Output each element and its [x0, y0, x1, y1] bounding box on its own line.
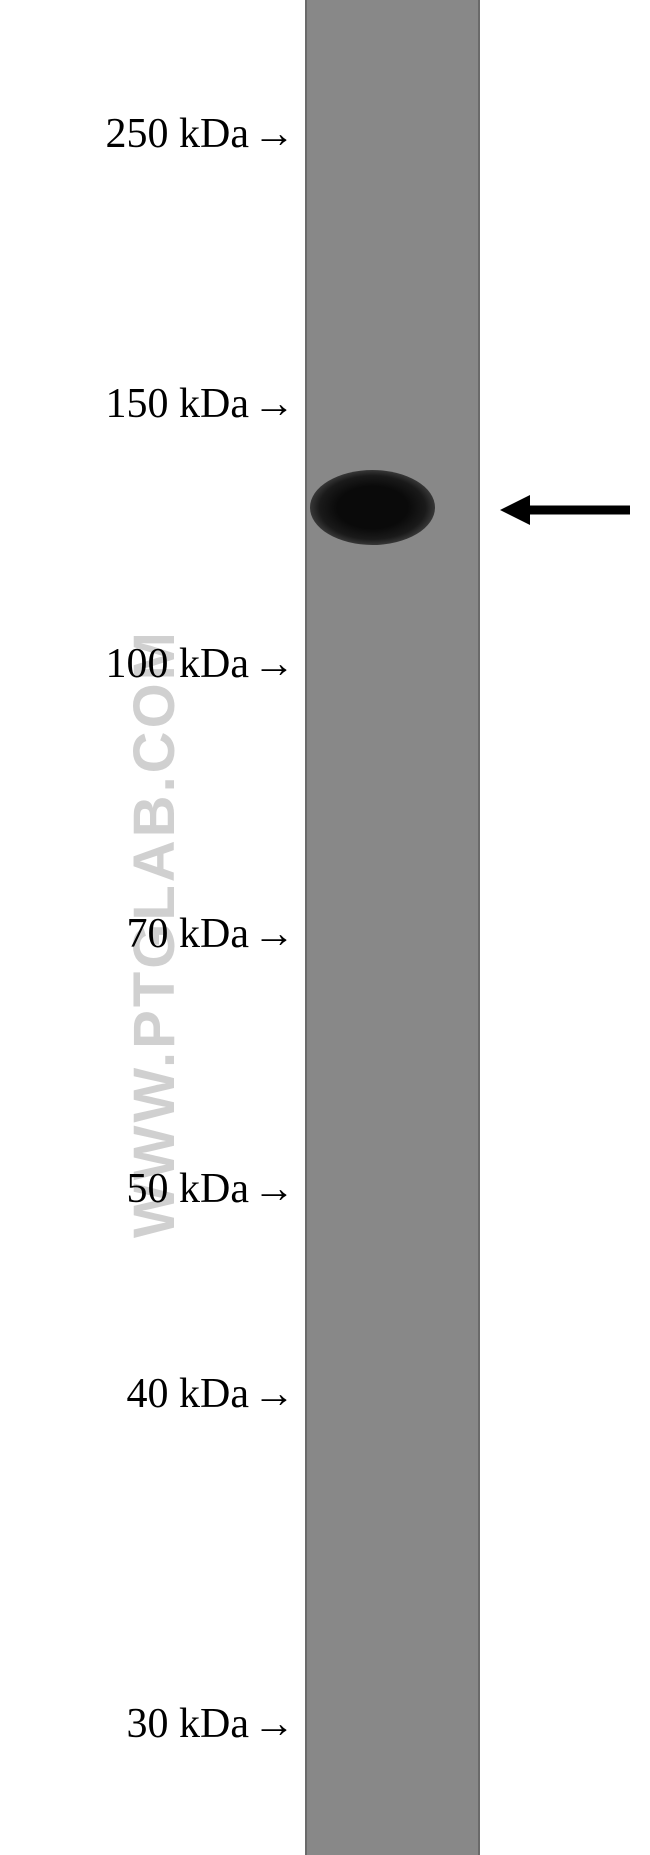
- protein-band: [310, 470, 435, 545]
- marker-arrow-icon: →: [253, 1370, 295, 1418]
- marker-150: 150 kDa→: [106, 380, 295, 428]
- marker-50: 50 kDa→: [127, 1165, 295, 1213]
- marker-label-text: 30 kDa: [127, 1701, 249, 1747]
- marker-arrow-icon: →: [253, 1165, 295, 1213]
- blot-container: WWW.PTGLAB.COM 250 kDa→ 150 kDa→ 100 kDa…: [0, 0, 650, 1855]
- lane-border-right: [478, 0, 480, 1855]
- marker-250: 250 kDa→: [106, 110, 295, 158]
- marker-label-text: 250 kDa: [106, 111, 249, 157]
- marker-label-text: 100 kDa: [106, 641, 249, 687]
- marker-arrow-icon: →: [253, 910, 295, 958]
- marker-40: 40 kDa→: [127, 1370, 295, 1418]
- marker-arrow-icon: →: [253, 1700, 295, 1748]
- marker-label-text: 40 kDa: [127, 1371, 249, 1417]
- marker-label-text: 50 kDa: [127, 1166, 249, 1212]
- marker-arrow-icon: →: [253, 640, 295, 688]
- marker-label-text: 70 kDa: [127, 911, 249, 957]
- marker-arrow-icon: →: [253, 380, 295, 428]
- marker-70: 70 kDa→: [127, 910, 295, 958]
- marker-100: 100 kDa→: [106, 640, 295, 688]
- lane-border-left: [305, 0, 307, 1855]
- marker-30: 30 kDa→: [127, 1700, 295, 1748]
- gel-lane: [305, 0, 480, 1855]
- marker-arrow-icon: →: [253, 110, 295, 158]
- marker-label-text: 150 kDa: [106, 381, 249, 427]
- result-arrow-icon: [500, 490, 635, 530]
